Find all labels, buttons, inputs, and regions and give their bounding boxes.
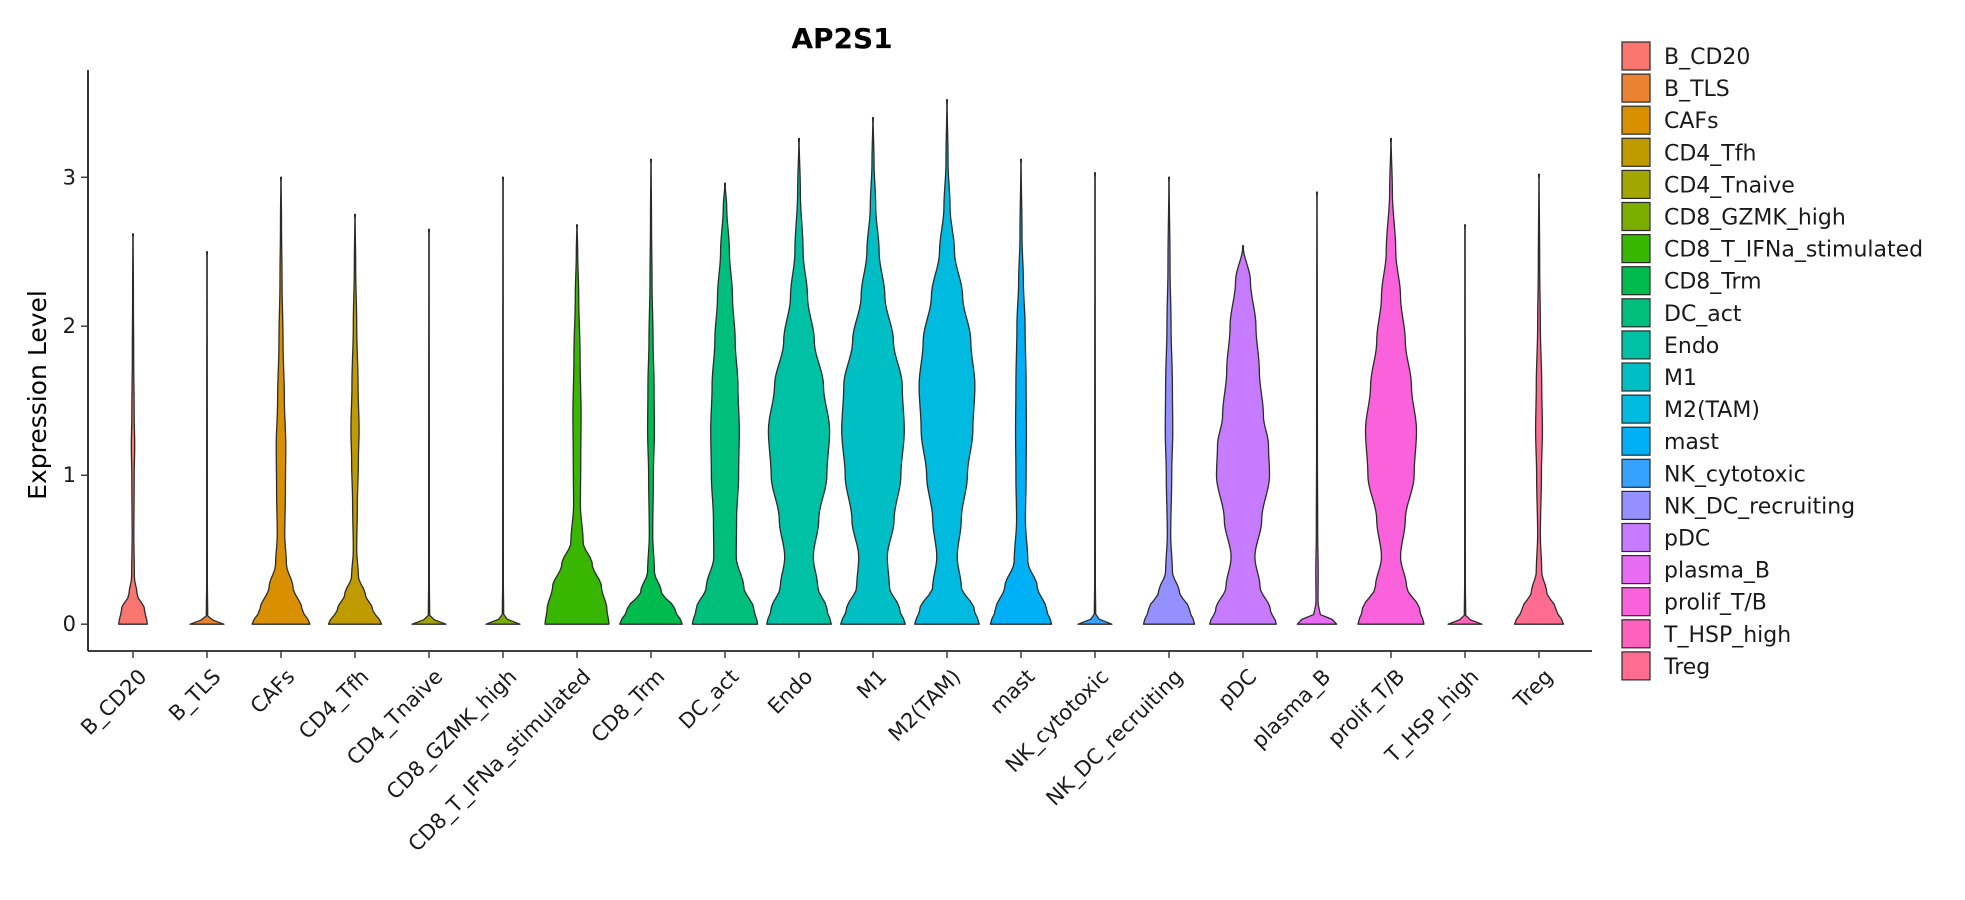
violin-M1 [840,117,906,625]
legend-label-CD8_Trm: CD8_Trm [1664,270,1762,295]
legend-swatch-pDC [1621,522,1651,553]
legend-label-M2(TAM): M2(TAM) [1664,398,1760,423]
x-tick-label: CAFs [246,664,300,718]
violin-CD4_Tfh [327,213,383,625]
violin-B_CD20 [118,233,148,625]
legend-swatch-T_HSP_high [1621,619,1651,649]
legend-swatch-CAFs [1621,105,1651,135]
legend-swatch-CD8_T_IFNa_stimulated [1621,234,1651,264]
violin-CD8_Trm [619,158,683,625]
x-tick-label: Endo [763,664,817,718]
y-axis: 0 1 2 3 [63,70,89,651]
x-tick-label: CD8_Trm [587,664,671,748]
legend-label-NK_DC_recruiting: NK_DC_recruiting [1664,494,1855,519]
violin-plasma_B [1296,191,1338,625]
violin-DC_act [691,182,759,625]
legend-swatch-CD8_GZMK_high [1621,201,1651,232]
legend-label-Endo: Endo [1664,334,1719,359]
legend-label-CD4_Tfh: CD4_Tfh [1664,141,1756,166]
legend-label-CD8_T_IFNa_stimulated: CD8_T_IFNa_stimulated [1664,238,1923,263]
x-tick-label: M2(TAM) [884,664,966,746]
x-tick-label: DC_act [674,664,744,734]
x-tick-label: B_TLS [164,664,226,726]
violin-Endo [766,137,832,625]
legend-label-pDC: pDC [1664,527,1710,552]
legend-swatch-NK_cytotoxic [1621,458,1651,488]
legend-swatch-DC_act [1621,298,1651,328]
legend: B_CD20 B_TLS CAFs CD4_Tfh CD4_Tnaive CD8_GZMK… [1621,41,1923,681]
legend-label-DC_act: DC_act [1664,302,1742,327]
x-tick-label: M1 [852,664,891,703]
legend-label-B_CD20: B_CD20 [1664,45,1750,70]
legend-label-B_TLS: B_TLS [1664,77,1730,102]
legend-swatch-CD8_Trm [1621,266,1651,296]
violin-T_HSP_high [1447,224,1483,625]
legend-swatch-NK_DC_recruiting [1621,490,1651,520]
violin-CD8_GZMK_high [485,176,521,625]
x-axis: B_CD20 B_TLS CAFsCD4_TfhCD4_TnaiveCD8_GZMK… [76,650,1592,857]
violin-mast [989,158,1053,625]
legend-swatch-mast [1621,426,1651,456]
violin-B_TLS [189,251,225,625]
legend-label-CD4_Tnaive: CD4_Tnaive [1664,173,1795,198]
y-tick-label: 3 [63,165,76,189]
legend-swatch-B_TLS [1621,73,1651,103]
legend-swatch-M1 [1621,362,1651,392]
x-tick-label: pDC [1213,664,1261,712]
legend-label-mast: mast [1664,430,1719,455]
legend-label-prolif_T/B: prolif_T/B [1664,591,1767,616]
violin-CD8_T_IFNa_stimulated [544,224,610,625]
x-tick-label: Treg [1509,664,1558,713]
x-tick-label: plasma_B [1247,664,1336,753]
violin-NK_DC_recruiting [1142,176,1196,625]
violin-CAFs [251,176,311,625]
legend-label-CAFs: CAFs [1664,109,1719,134]
y-tick-label: 2 [63,314,76,338]
legend-label-plasma_B: plasma_B [1664,559,1770,584]
x-tick-label: CD8_GZMK_high [382,664,522,804]
legend-swatch-CD4_Tfh [1621,137,1651,167]
x-tick-label: mast [985,664,1039,718]
legend-label-Treg: Treg [1663,655,1710,680]
legend-swatch-M2(TAM) [1621,394,1651,424]
legend-label-T_HSP_high: T_HSP_high [1663,623,1791,648]
legend-swatch-Treg [1621,651,1651,681]
violin-Treg [1513,173,1565,625]
y-tick-label: 1 [63,463,76,487]
plot-area [118,99,1565,625]
violin-CD4_Tnaive [411,228,447,625]
violin-pDC [1209,245,1277,625]
legend-swatch-B_CD20 [1621,41,1651,71]
legend-label-NK_cytotoxic: NK_cytotoxic [1664,462,1806,487]
y-tick-label: 0 [63,612,76,636]
violin-prolif_T/B [1357,137,1425,625]
legend-swatch-plasma_B [1621,554,1651,585]
violin-NK_cytotoxic [1077,172,1113,625]
legend-swatch-CD4_Tnaive [1621,169,1651,199]
y-axis-title: Expression Level [23,290,52,500]
legend-swatch-Endo [1621,330,1651,360]
legend-swatch-prolif_T/B [1621,587,1651,617]
legend-label-CD8_GZMK_high: CD8_GZMK_high [1664,206,1846,231]
x-tick-label: NK_DC_recruiting [1041,664,1188,811]
chart-title: AP2S1 [791,22,892,55]
x-tick-label: B_CD20 [76,664,152,740]
violin-M2(TAM) [914,99,980,625]
legend-label-M1: M1 [1664,366,1697,391]
